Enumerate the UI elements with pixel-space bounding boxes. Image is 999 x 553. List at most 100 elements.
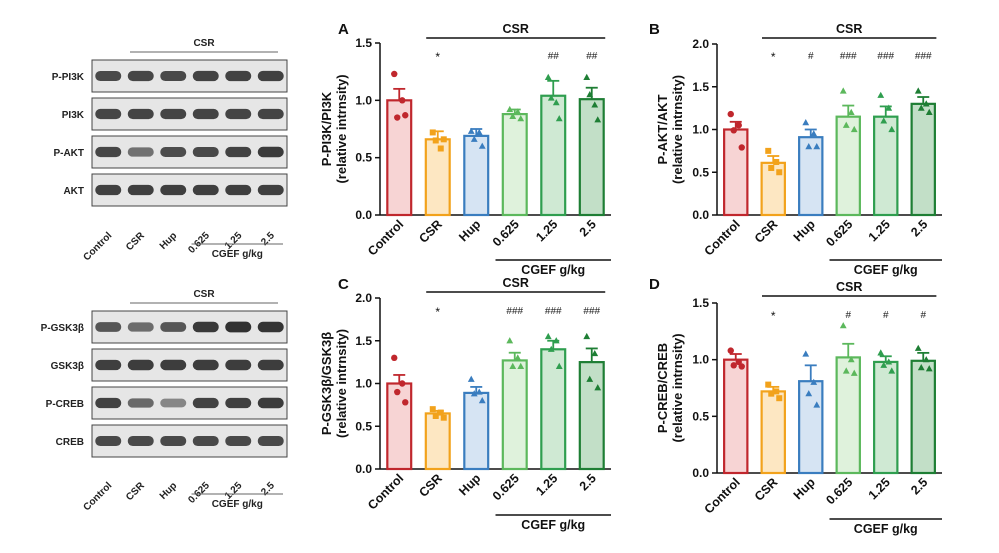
significance-marker: #	[845, 310, 851, 321]
blot-band	[257, 397, 284, 409]
blot-row-label: CREB	[56, 437, 84, 448]
significance-marker: *	[435, 305, 440, 319]
significance-marker: #	[883, 310, 889, 321]
data-point	[888, 125, 896, 133]
blot-band	[225, 108, 252, 120]
data-point	[813, 143, 821, 150]
dose-label: CGEF g/kg	[521, 263, 585, 277]
x-category-label: CSR	[416, 217, 445, 246]
blot-band	[127, 184, 154, 196]
x-category-label: 2.5	[577, 471, 599, 493]
data-point	[547, 345, 555, 352]
bar	[723, 358, 749, 475]
blot-group-label: CSR	[193, 38, 215, 49]
significance-marker: ###	[545, 306, 562, 317]
blot-lane-label: CSR	[124, 230, 147, 253]
y-tick-label: 0.0	[355, 462, 372, 476]
data-point	[402, 399, 409, 406]
panel-letter: B	[649, 21, 660, 38]
blot-band	[95, 184, 122, 196]
blot-lane-label: 2.5	[259, 230, 277, 248]
bar	[463, 391, 490, 471]
blot-band	[192, 146, 219, 158]
significance-marker: *	[771, 50, 776, 64]
blot-band	[257, 435, 284, 447]
x-category-label: Hup	[456, 217, 483, 244]
x-category-label: Hup	[791, 475, 818, 502]
data-point	[877, 91, 885, 98]
significance-marker: ###	[840, 51, 857, 62]
data-point	[402, 112, 409, 119]
blot-band	[160, 184, 187, 196]
blot-band	[257, 359, 284, 371]
dose-label: CGEF g/kg	[854, 522, 918, 536]
data-point	[470, 390, 478, 397]
y-tick-label: 1.0	[355, 377, 372, 391]
data-point	[880, 117, 888, 124]
data-point	[850, 125, 858, 133]
blot-band	[95, 435, 122, 447]
data-point	[768, 164, 775, 171]
blot-panel	[91, 135, 288, 169]
data-point	[776, 169, 783, 176]
x-category-label: CSR	[752, 217, 781, 246]
y-tick-label: 1.5	[355, 36, 372, 50]
data-point	[802, 350, 810, 357]
x-category-label: Control	[702, 217, 743, 258]
data-point	[847, 356, 855, 363]
y-tick-label: 1.5	[355, 334, 372, 348]
data-point	[517, 362, 525, 369]
y-axis-title: P-PI3K/PI3K	[319, 91, 334, 166]
data-point	[506, 105, 514, 113]
blot-band	[225, 184, 252, 196]
y-tick-label: 0.5	[355, 151, 372, 165]
data-point	[773, 388, 780, 395]
data-point	[839, 322, 847, 329]
data-point	[776, 395, 783, 402]
y-tick-label: 0.0	[692, 208, 709, 222]
data-point	[735, 122, 742, 129]
group-label: CSR	[836, 22, 862, 36]
data-point	[880, 361, 888, 368]
data-point	[914, 344, 922, 351]
data-point	[805, 143, 813, 150]
data-point	[544, 332, 552, 340]
y-tick-label: 0.5	[692, 165, 709, 179]
blot-band	[225, 70, 252, 82]
y-tick-label: 2.0	[692, 37, 709, 51]
blot-row-label: PI3K	[62, 110, 85, 121]
blot-band	[192, 70, 219, 82]
data-point	[591, 349, 599, 357]
data-point	[917, 364, 925, 371]
y-tick-label: 1.5	[692, 296, 709, 310]
blot-band	[127, 322, 154, 332]
data-point	[467, 127, 475, 134]
blot-band	[95, 70, 122, 82]
y-tick-label: 1.0	[692, 353, 709, 367]
bar	[501, 359, 528, 471]
data-point	[727, 347, 734, 354]
data-point	[552, 99, 560, 106]
significance-marker: ##	[586, 51, 598, 62]
x-category-label: Control	[365, 471, 406, 512]
data-point	[842, 367, 850, 374]
bar	[578, 98, 605, 217]
bar	[424, 412, 451, 471]
blot-band	[192, 184, 219, 196]
data-point	[555, 362, 563, 369]
dose-label: CGEF g/kg	[521, 518, 585, 532]
significance-marker: *	[771, 309, 776, 323]
bar	[910, 102, 936, 217]
blot-lane-label: Hup	[158, 230, 180, 252]
bar	[501, 112, 528, 217]
blot-dose-label: CGEF g/kg	[212, 249, 263, 260]
data-point	[514, 108, 522, 115]
data-point	[555, 115, 563, 122]
blot-panel	[91, 310, 288, 344]
y-tick-label: 2.0	[355, 291, 372, 305]
y-axis-subtitle: (relative intrnsity)	[670, 75, 685, 184]
data-point	[391, 354, 398, 362]
data-point	[773, 158, 780, 165]
blot-band	[192, 397, 219, 409]
